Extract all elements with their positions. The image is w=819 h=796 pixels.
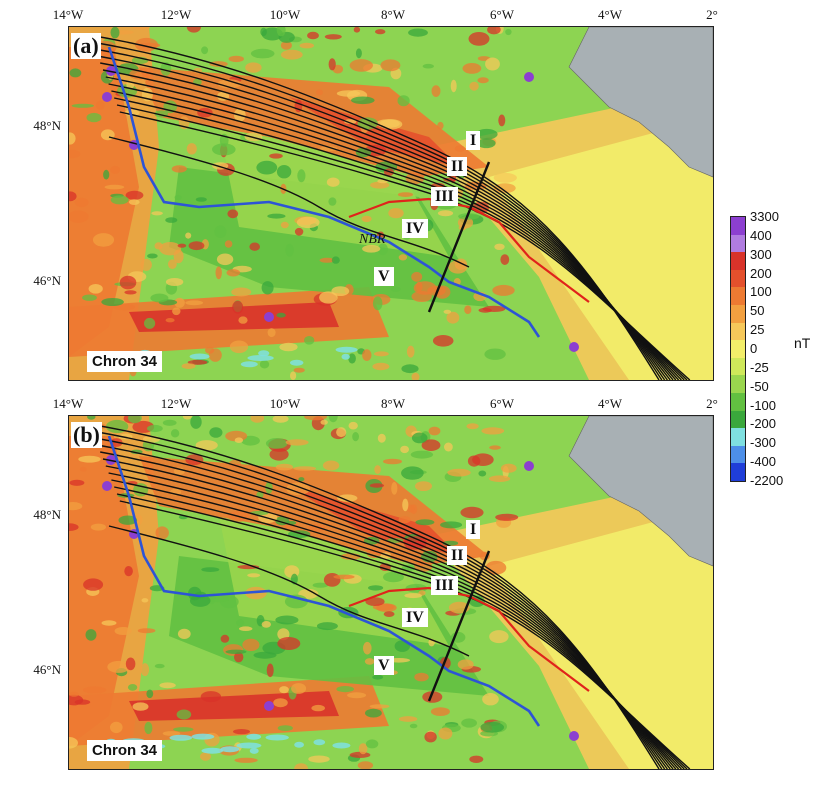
chron-label: Chron 34 bbox=[87, 351, 163, 372]
colorbar-segment bbox=[731, 463, 745, 481]
anomaly-label-1: I bbox=[466, 520, 481, 539]
panel-label: (a) bbox=[71, 33, 101, 59]
colorbar-tick: 300 bbox=[750, 246, 772, 262]
colorbar-segment bbox=[731, 340, 745, 358]
lon-tick: 14°W bbox=[52, 396, 84, 411]
lat-tick: 46°N bbox=[33, 662, 61, 677]
colorbar-tick: -400 bbox=[750, 454, 777, 470]
colorbar-segment bbox=[731, 428, 745, 446]
map-panel-b: (b) Chron 34 I II III IV V bbox=[68, 415, 714, 770]
colorbar-tick: -25 bbox=[750, 359, 769, 375]
colorbar-unit: nT bbox=[794, 335, 811, 351]
lon-tick: 10°W bbox=[269, 7, 301, 22]
colorbar-tick: 50 bbox=[750, 303, 765, 319]
colorbar bbox=[730, 216, 746, 482]
colorbar-tick: -200 bbox=[750, 416, 777, 432]
lon-tick: 12°W bbox=[160, 7, 192, 22]
anomaly-label-4: IV bbox=[402, 608, 428, 627]
lon-tick: 2° bbox=[706, 7, 718, 22]
lat-tick: 48°N bbox=[33, 507, 61, 522]
lon-tick: 10°W bbox=[269, 396, 301, 411]
colorbar-segment bbox=[731, 357, 745, 376]
lon-tick: 6°W bbox=[490, 7, 514, 22]
anomaly-map bbox=[69, 416, 713, 769]
anomaly-label-2: II bbox=[447, 546, 468, 565]
lon-tick: 4°W bbox=[598, 396, 622, 411]
anomaly-label-3: III bbox=[431, 576, 458, 595]
lon-tick: 2° bbox=[706, 396, 718, 411]
colorbar-segment bbox=[731, 269, 745, 288]
anomaly-label-1: I bbox=[466, 131, 481, 150]
chron-label: Chron 34 bbox=[87, 740, 163, 761]
colorbar-segment bbox=[731, 375, 745, 393]
colorbar-segment bbox=[731, 304, 745, 323]
nbr-label: NBR bbox=[359, 232, 386, 247]
anomaly-label-4: IV bbox=[402, 219, 428, 238]
colorbar-segment bbox=[731, 252, 745, 270]
colorbar-tick: -2200 bbox=[750, 473, 784, 488]
colorbar-tick: -50 bbox=[750, 378, 769, 394]
lon-tick: 8°W bbox=[381, 396, 405, 411]
colorbar-tick: 400 bbox=[750, 227, 772, 243]
colorbar-tick: 200 bbox=[750, 265, 772, 281]
panel-label: (b) bbox=[71, 422, 102, 448]
anomaly-label-2: II bbox=[447, 157, 468, 176]
colorbar-tick: -100 bbox=[750, 397, 777, 413]
lon-tick: 8°W bbox=[381, 7, 405, 22]
colorbar-tick: -300 bbox=[750, 435, 777, 451]
colorbar-segment bbox=[731, 445, 745, 464]
lat-tick: 48°N bbox=[33, 118, 61, 133]
colorbar-segment bbox=[731, 234, 745, 253]
map-panel-a: (a) Chron 34 I II III IV V NBR bbox=[68, 26, 714, 381]
colorbar-segment bbox=[731, 410, 745, 429]
anomaly-label-5: V bbox=[374, 656, 394, 675]
colorbar-tick: 25 bbox=[750, 322, 765, 338]
lat-tick: 46°N bbox=[33, 273, 61, 288]
colorbar-segment bbox=[731, 392, 745, 411]
anomaly-label-5: V bbox=[374, 267, 394, 286]
colorbar-segment bbox=[731, 322, 745, 341]
colorbar-tick: 0 bbox=[750, 341, 758, 356]
anomaly-label-3: III bbox=[431, 187, 458, 206]
colorbar-tick: 100 bbox=[750, 284, 772, 300]
lon-tick: 12°W bbox=[160, 396, 192, 411]
colorbar-tick: 3300 bbox=[750, 209, 779, 224]
colorbar-segment bbox=[731, 217, 745, 235]
anomaly-map bbox=[69, 27, 713, 380]
lon-tick: 14°W bbox=[52, 7, 84, 22]
colorbar-segment bbox=[731, 287, 745, 305]
lon-tick: 6°W bbox=[490, 396, 514, 411]
lon-tick: 4°W bbox=[598, 7, 622, 22]
